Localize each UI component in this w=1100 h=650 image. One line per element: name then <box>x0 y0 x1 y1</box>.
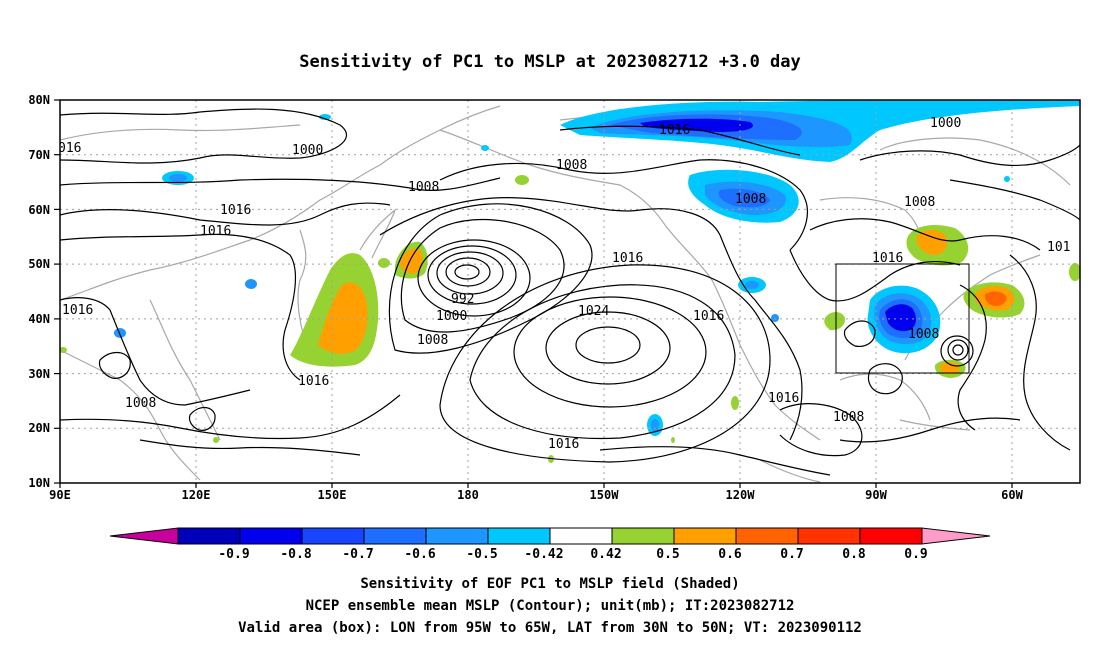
colorbar-under-arrow <box>109 527 179 545</box>
colorbar-label: 0.9 <box>904 547 927 562</box>
colorbar-label: -0.9 <box>218 547 249 562</box>
colorbar-swatch <box>177 527 241 545</box>
contour-label: 1016 <box>62 303 93 318</box>
colorbar-swatch <box>797 527 861 545</box>
lon-label: 60W <box>1001 488 1023 502</box>
lat-label: 10N <box>28 476 50 490</box>
colorbar-swatch <box>301 527 365 545</box>
caption-line-3: Valid area (box): LON from 95W to 65W, L… <box>238 620 862 636</box>
contour-label: 1008 <box>125 396 156 411</box>
lon-label: 90W <box>865 488 887 502</box>
colorbar-label: 0.42 <box>590 547 621 562</box>
contour-label: 1016 <box>693 309 724 324</box>
colorbar-swatch <box>363 527 427 545</box>
lon-label: 120E <box>182 488 211 502</box>
coastlines <box>60 105 1071 483</box>
lat-label: 50N <box>28 257 50 271</box>
lon-label: 150W <box>590 488 620 502</box>
lat-label: 80N <box>28 93 50 107</box>
contour-label: 1008 <box>556 158 587 173</box>
lat-label: 40N <box>28 312 50 326</box>
lat-labels: 80N 70N 60N 50N 40N 30N 20N 10N <box>28 93 50 490</box>
colorbar-label: -0.7 <box>342 547 373 562</box>
caption-line-2: NCEP ensemble mean MSLP (Contour); unit(… <box>306 598 795 614</box>
contour-label: 1008 <box>904 195 935 210</box>
colorbar-swatch <box>673 527 737 545</box>
contour-label: 1016 <box>768 391 799 406</box>
colorbar-label: 0.7 <box>780 547 803 562</box>
lon-label: 120W <box>726 488 756 502</box>
contour-labels: 016 1000 1016 1008 1000 1008 1016 1016 1… <box>58 116 1070 452</box>
chart-title: Sensitivity of PC1 to MSLP at 2023082712… <box>299 52 801 72</box>
colorbar: -0.9 -0.8 -0.7 -0.6 -0.5 -0.42 0.42 0.5 0.6 0.7 0.… <box>109 527 991 562</box>
contour-label: 1016 <box>548 437 579 452</box>
lat-label: 30N <box>28 367 50 381</box>
colorbar-over-arrow <box>921 527 991 545</box>
valid-area-box <box>835 263 970 374</box>
lon-label: 150E <box>318 488 347 502</box>
colorbar-swatch <box>487 527 551 545</box>
contour-label: 1008 <box>908 327 939 342</box>
lon-label: 180 <box>457 488 479 502</box>
colorbar-swatch <box>549 527 613 545</box>
lon-labels: 90E 120E 150E 180 150W 120W 90W 60W <box>49 488 1023 502</box>
sensitivity-shading <box>60 100 1080 463</box>
contour-label: 1016 <box>612 251 643 266</box>
contour-label: 016 <box>58 141 81 156</box>
map-frame <box>59 99 1081 484</box>
mslp-contours <box>60 108 1080 476</box>
contour-label: 1000 <box>292 143 323 158</box>
contour-label: 1008 <box>833 410 864 425</box>
colorbar-swatch <box>735 527 799 545</box>
lat-label: 60N <box>28 203 50 217</box>
axis-ticks <box>54 99 1013 488</box>
colorbar-label: -0.8 <box>280 547 311 562</box>
colorbar-swatch <box>611 527 675 545</box>
contour-label: 1000 <box>436 309 467 324</box>
contour-label: 1016 <box>298 374 329 389</box>
contour-label: 1016 <box>200 224 231 239</box>
contour-label: 1016 <box>659 123 690 138</box>
contour-label: 1016 <box>220 203 251 218</box>
contour-label: 1024 <box>578 304 609 319</box>
colorbar-swatch <box>425 527 489 545</box>
contour-label: 1008 <box>735 192 766 207</box>
contour-label: 992 <box>451 292 474 307</box>
contour-label: 1008 <box>65 303 96 318</box>
contour-label: 1000 <box>930 116 961 131</box>
lat-label: 70N <box>28 148 50 162</box>
contour-label: 101 <box>1047 240 1070 255</box>
colorbar-label: 0.6 <box>718 547 742 562</box>
colorbar-label: -0.5 <box>466 547 497 562</box>
colorbar-swatch <box>859 527 923 545</box>
contour-label: 1008 <box>417 333 448 348</box>
colorbar-swatch <box>239 527 303 545</box>
map-panel: 016 1000 1016 1008 1000 1008 1016 1016 1… <box>58 100 1080 483</box>
lat-label: 20N <box>28 421 50 435</box>
colorbar-label: -0.6 <box>404 547 435 562</box>
colorbar-label: 0.8 <box>842 547 866 562</box>
lon-label: 90E <box>49 488 71 502</box>
colorbar-label: 0.5 <box>656 547 679 562</box>
contour-label: 1008 <box>408 180 439 195</box>
colorbar-label: -0.42 <box>524 547 563 562</box>
contour-label: 1016 <box>872 251 903 266</box>
caption-line-1: Sensitivity of EOF PC1 to MSLP field (Sh… <box>360 576 739 592</box>
